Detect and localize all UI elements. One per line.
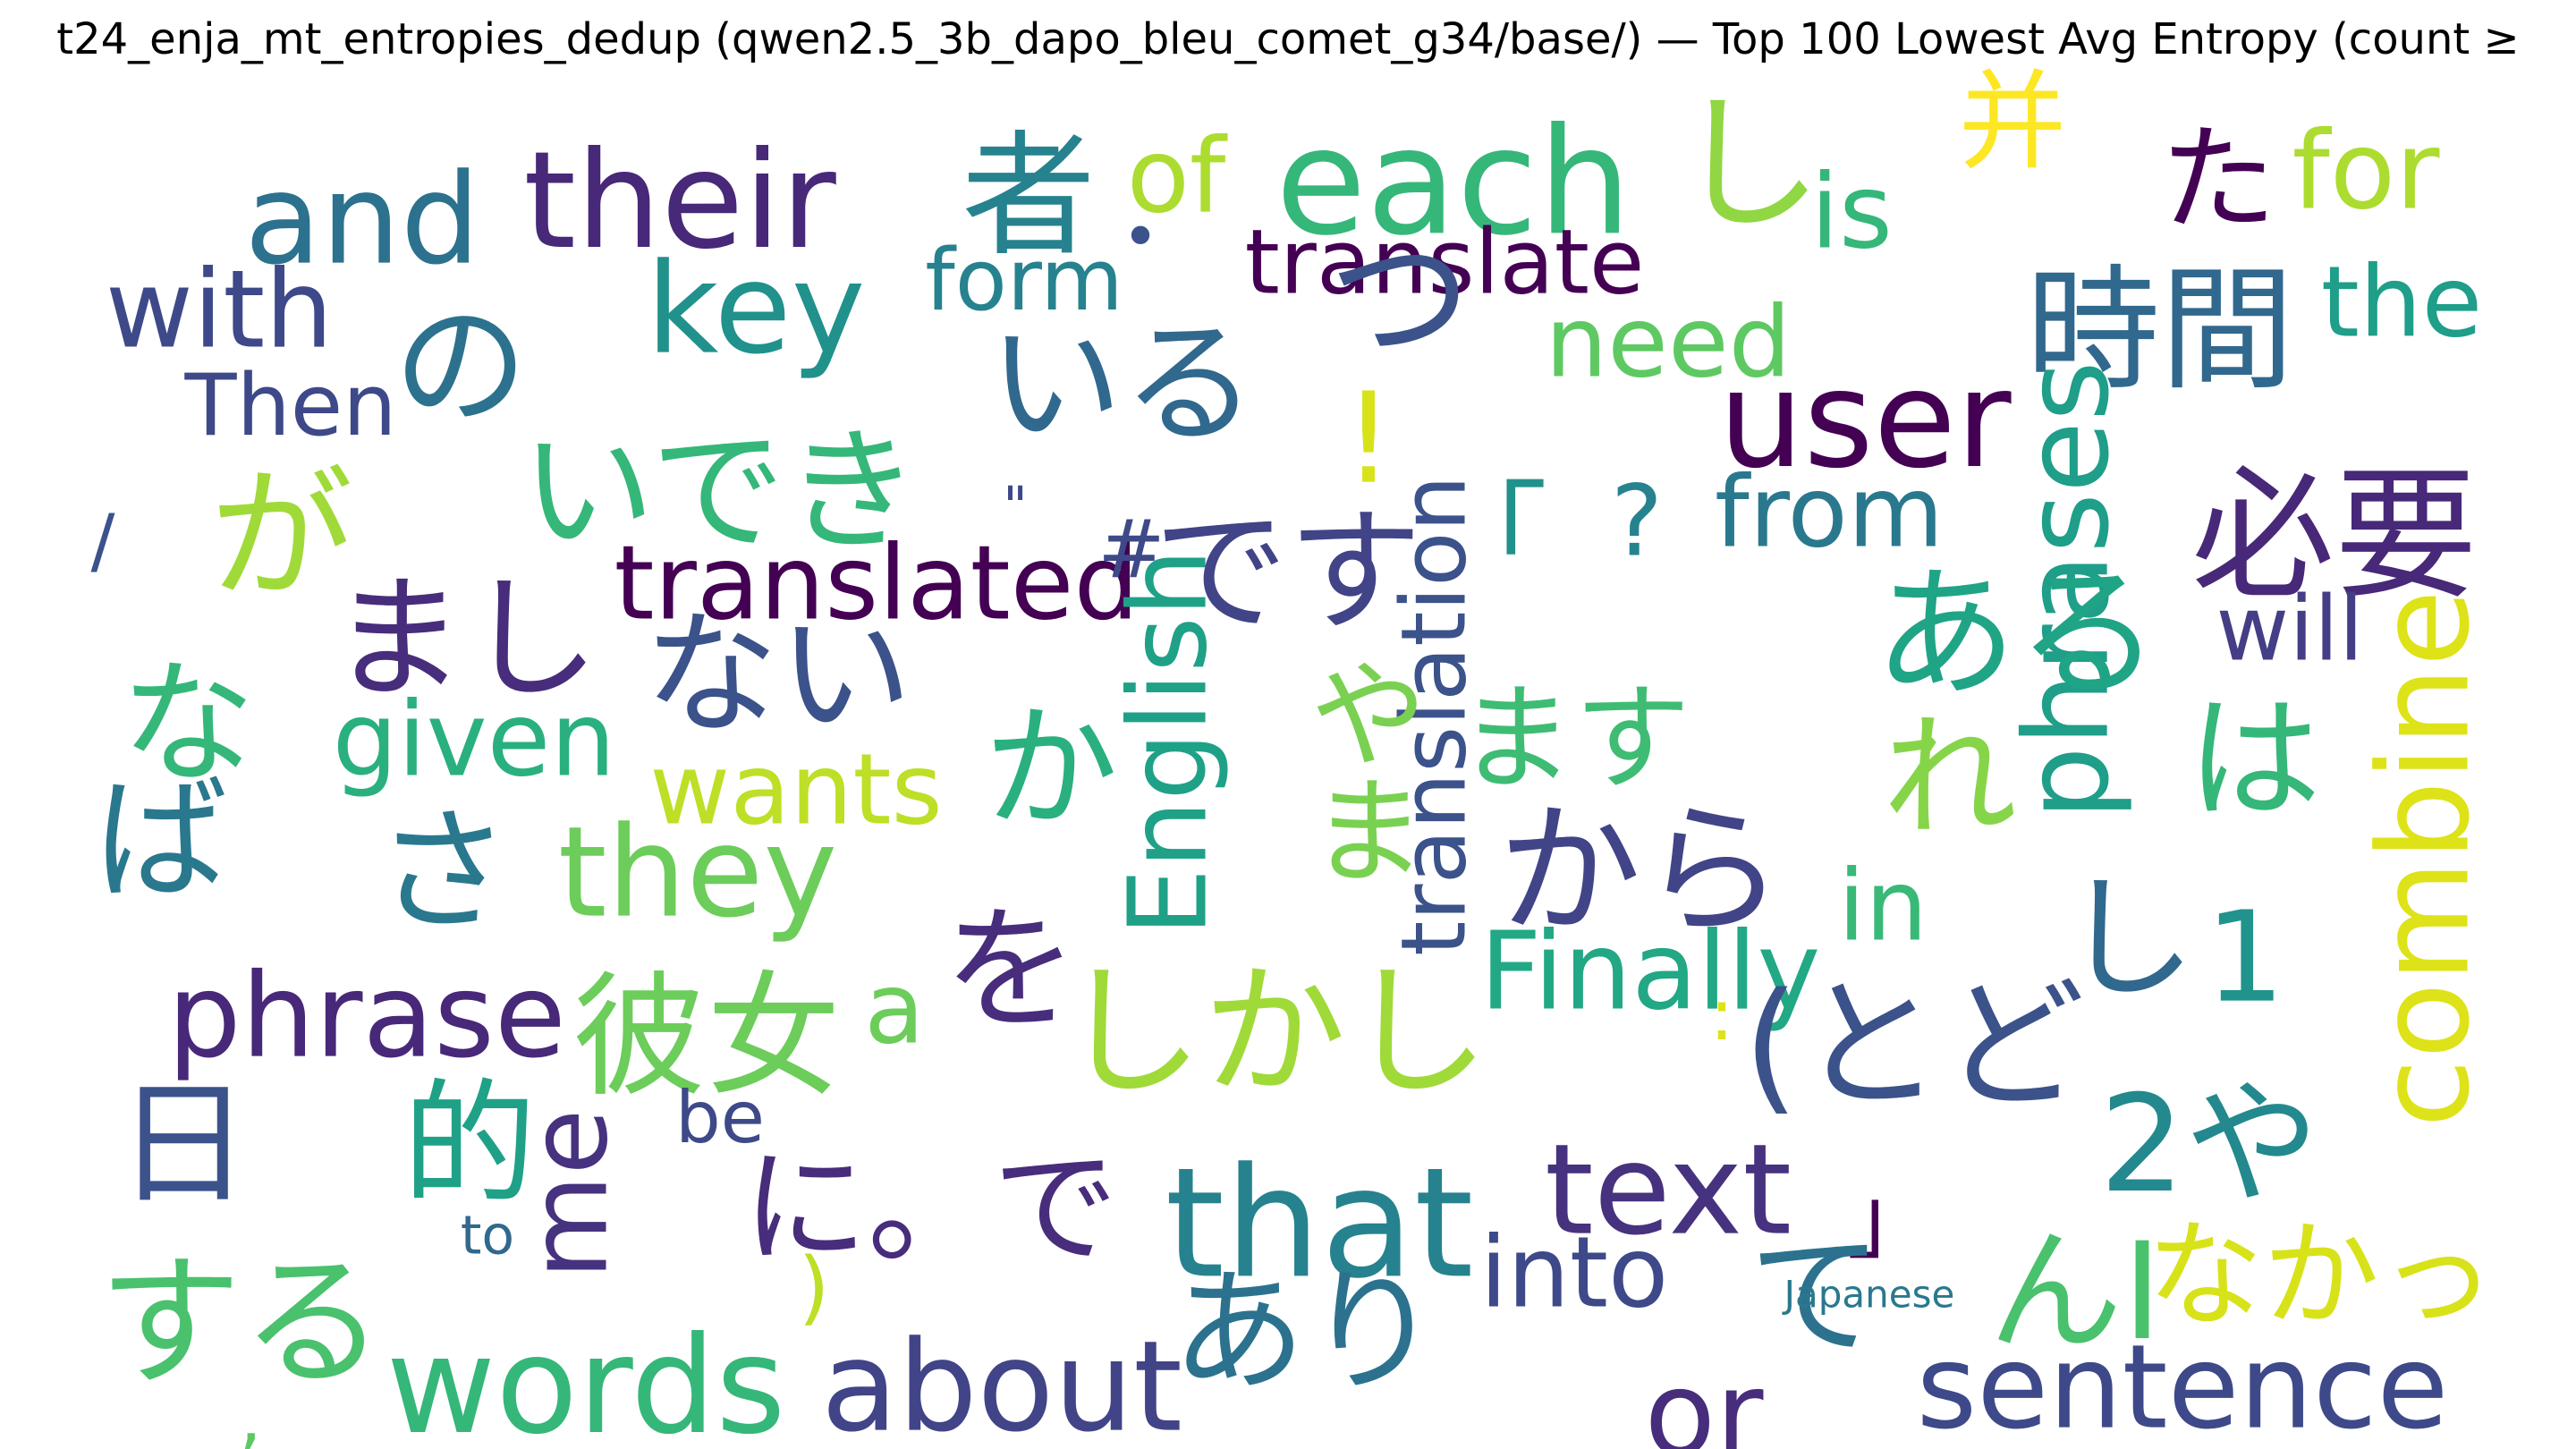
word-cloud-word: し — [1675, 78, 1823, 250]
word-cloud-word: 」 — [1847, 1166, 1936, 1271]
word-cloud-word: or — [1645, 1346, 1765, 1449]
word-cloud-word: phrases — [1999, 360, 2135, 819]
word-cloud-word: なかっ — [2147, 1208, 2496, 1343]
word-cloud-word: key — [646, 237, 865, 383]
word-cloud-word: ます — [1458, 671, 1690, 807]
word-cloud-word: from — [1715, 454, 1944, 569]
word-cloud-word: about — [821, 1315, 1182, 1449]
word-cloud-word: each — [1275, 96, 1631, 267]
word-cloud-word: まし — [331, 562, 599, 717]
word-cloud-word: 必要 — [2191, 452, 2478, 619]
word-cloud-word: あり — [1172, 1255, 1440, 1411]
word-cloud-word: and — [244, 148, 479, 293]
word-cloud-word: ば — [94, 763, 228, 919]
word-cloud-word: ) — [798, 1241, 829, 1335]
word-cloud-word: is — [1810, 153, 1893, 273]
word-cloud-word: their — [523, 123, 836, 279]
word-cloud-word: sentence — [1917, 1319, 2449, 1449]
figure-title: t24_enja_mt_entropies_dedup (qwen2.5_3b_… — [56, 14, 2520, 64]
word-cloud-word: や — [1310, 648, 1427, 784]
word-cloud-word: they — [558, 801, 838, 946]
word-cloud-word: , — [239, 1376, 261, 1449]
word-cloud-word: combine — [2352, 589, 2498, 1128]
word-cloud-word: # — [1097, 503, 1165, 597]
word-cloud-word: です — [1154, 495, 1422, 650]
word-cloud-word: will — [2216, 576, 2363, 681]
word-cloud-word: んI — [1988, 1215, 2162, 1370]
word-cloud-word: that — [1165, 1135, 1473, 1312]
word-cloud-word: に。で — [742, 1136, 1118, 1282]
word-cloud-word: 的 — [402, 1067, 537, 1223]
word-cloud-word: : — [1710, 973, 1734, 1056]
word-cloud-word: translation — [1381, 475, 1486, 956]
word-cloud-word: ! — [1343, 367, 1394, 513]
word-cloud-word: " — [1003, 476, 1028, 538]
word-cloud-word: ある — [1874, 550, 2160, 717]
word-cloud-word: れ — [1883, 700, 2017, 856]
word-cloud-word: • — [1122, 200, 1158, 274]
word-cloud-word: form — [925, 232, 1123, 330]
word-cloud-word: given — [333, 681, 616, 801]
word-cloud-word: me — [508, 1109, 632, 1280]
word-cloud-word: た — [2160, 112, 2276, 248]
word-cloud-word: ま — [1310, 765, 1427, 901]
word-cloud-word: の — [394, 289, 528, 445]
word-cloud-word: of — [1127, 117, 1228, 237]
word-cloud-word: translate — [1245, 209, 1645, 314]
word-cloud-word: translated — [614, 524, 1140, 644]
word-cloud-word: さ — [376, 794, 510, 950]
word-cloud-word: 1 — [2205, 886, 2284, 1031]
word-cloud-word: か — [984, 691, 1118, 847]
word-cloud-word: は — [2187, 682, 2321, 838]
word-cloud-word: English — [1107, 548, 1232, 936]
word-cloud-word: to — [461, 1205, 514, 1267]
word-cloud-word: を — [944, 893, 1078, 1048]
word-cloud-word: つ — [1328, 215, 1471, 382]
word-cloud-word: 并 — [1959, 61, 2066, 185]
word-cloud-word: Finally — [1480, 911, 1821, 1035]
word-cloud-word: in — [1838, 848, 1928, 962]
word-cloud-word: for — [2292, 110, 2441, 234]
word-cloud-word: need — [1546, 284, 1792, 399]
word-cloud-word: user — [1718, 343, 2012, 498]
word-cloud-word: words — [386, 1309, 786, 1449]
word-cloud-word: する — [98, 1239, 385, 1406]
word-cloud-word: 2や — [2099, 1067, 2318, 1223]
word-cloud-word: から — [1498, 787, 1784, 954]
word-cloud-word: a — [864, 951, 924, 1065]
word-cloud-word: phrase — [167, 948, 566, 1084]
word-cloud-word: て — [1749, 1219, 1883, 1375]
word-cloud-word: ない — [644, 597, 912, 753]
word-cloud-word: 者 — [962, 119, 1096, 275]
word-cloud-word: be — [675, 1076, 765, 1159]
word-cloud-word: Japanese — [1782, 1273, 1955, 1317]
word-cloud-word: (とど — [1743, 962, 2085, 1129]
word-cloud-word: いでき — [521, 414, 919, 570]
word-cloud-word: 彼女 — [572, 960, 841, 1115]
word-cloud-word: / — [91, 499, 115, 582]
word-cloud-word: が — [210, 452, 353, 619]
word-cloud-word: しかし — [1060, 948, 1489, 1115]
word-cloud-word: the — [2321, 244, 2483, 359]
word-cloud-word: し — [2062, 861, 2196, 1017]
word-cloud-word: Then — [184, 357, 397, 455]
word-cloud-word: into — [1480, 1215, 1669, 1329]
word-cloud-word: with — [106, 249, 334, 373]
word-cloud-word: 「 — [1431, 470, 1547, 606]
word-cloud-word: ? — [1611, 463, 1663, 578]
word-cloud-word: text — [1545, 1118, 1792, 1264]
word-cloud-word: な — [121, 647, 255, 802]
word-cloud-word: 日 — [116, 1067, 250, 1223]
word-cloud-word: いる — [988, 307, 1257, 462]
word-cloud-word: wants — [649, 732, 943, 846]
word-cloud-word: 時間 — [2026, 253, 2294, 409]
